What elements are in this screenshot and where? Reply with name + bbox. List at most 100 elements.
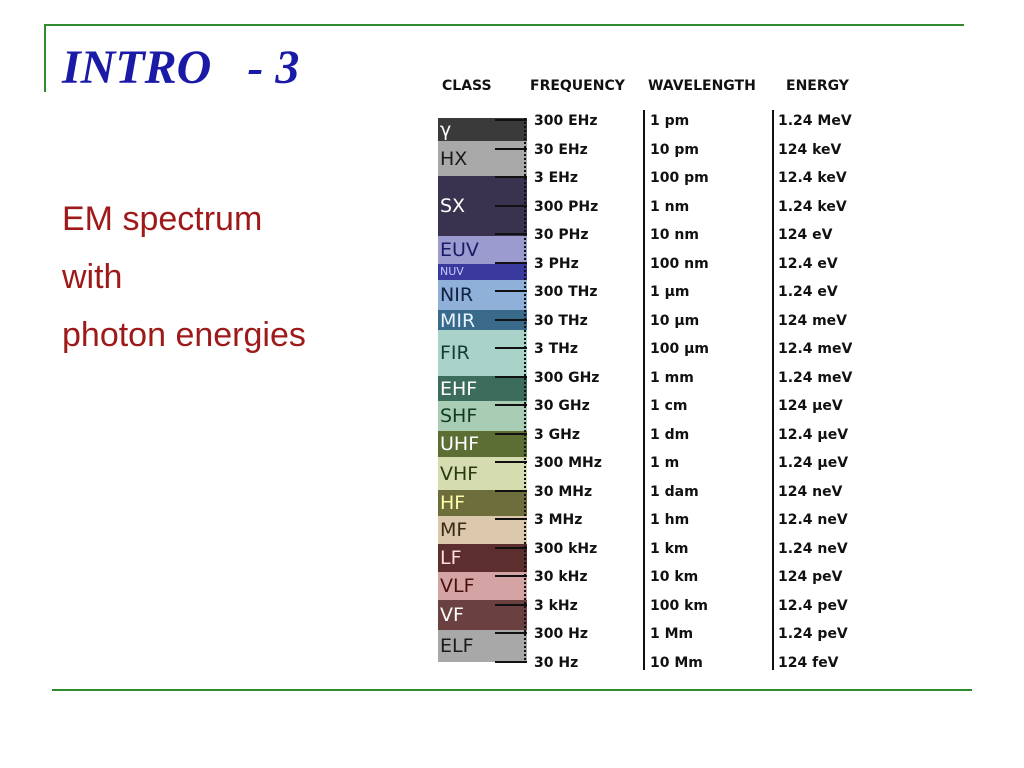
dotted-divider bbox=[524, 654, 526, 656]
column-header-frequency: FREQUENCY bbox=[530, 78, 625, 94]
row-tick bbox=[495, 290, 527, 292]
class-band: EHF bbox=[438, 376, 527, 401]
dotted-divider bbox=[524, 598, 526, 600]
dotted-divider bbox=[524, 166, 526, 168]
energy-cell: 1.24 eV bbox=[778, 284, 838, 300]
dotted-divider bbox=[524, 174, 526, 176]
row-tick bbox=[495, 404, 527, 406]
class-label: γ bbox=[440, 118, 452, 141]
frequency-cell: 30 THz bbox=[534, 312, 588, 329]
wavelength-cell: 1 nm bbox=[650, 198, 690, 215]
wavelength-cell: 1 Mm bbox=[650, 626, 694, 642]
class-band: SHF bbox=[438, 401, 527, 431]
column-header-wavelength: WAVELENGTH bbox=[648, 78, 756, 94]
class-band: NIR bbox=[438, 280, 527, 310]
dotted-divider bbox=[524, 558, 526, 560]
top-divider bbox=[44, 24, 964, 26]
dotted-divider bbox=[524, 542, 526, 544]
class-band: NUV bbox=[438, 264, 527, 280]
dotted-divider bbox=[524, 366, 526, 368]
dotted-divider bbox=[524, 422, 526, 424]
wavelength-cell: 1 cm bbox=[650, 398, 688, 414]
dotted-divider bbox=[524, 338, 526, 340]
dotted-divider bbox=[524, 350, 526, 352]
dotted-divider bbox=[524, 382, 526, 384]
energy-cell: 1.24 keV bbox=[778, 198, 847, 215]
dotted-divider bbox=[524, 606, 526, 608]
dotted-divider bbox=[524, 410, 526, 412]
row-tick bbox=[495, 518, 527, 520]
dotted-divider bbox=[524, 622, 526, 624]
class-label: LF bbox=[440, 547, 462, 569]
energy-cell: 1.24 peV bbox=[778, 626, 848, 642]
class-label: MF bbox=[440, 519, 468, 541]
dotted-divider bbox=[524, 218, 526, 220]
dotted-divider bbox=[524, 590, 526, 592]
frequency-cell: 300 GHz bbox=[534, 369, 600, 386]
dotted-divider bbox=[524, 230, 526, 232]
dotted-divider bbox=[524, 314, 526, 316]
dotted-divider bbox=[524, 494, 526, 496]
dotted-divider bbox=[524, 266, 526, 268]
dotted-divider bbox=[524, 126, 526, 128]
energy-cell: 12.4 eV bbox=[778, 255, 838, 272]
energy-cell: 1.24 μeV bbox=[778, 455, 849, 471]
dotted-divider bbox=[524, 498, 526, 500]
class-label: HF bbox=[440, 492, 466, 514]
dotted-divider bbox=[524, 190, 526, 192]
wavelength-cell: 1 m bbox=[650, 455, 680, 471]
dotted-divider bbox=[524, 362, 526, 364]
wavelength-cell: 10 nm bbox=[650, 227, 699, 243]
class-band: EUV bbox=[438, 236, 527, 264]
dotted-divider bbox=[524, 638, 526, 640]
dotted-divider bbox=[524, 414, 526, 416]
dotted-divider bbox=[524, 406, 526, 408]
wavelength-cell: 10 km bbox=[650, 569, 699, 585]
dotted-divider bbox=[524, 630, 526, 632]
dotted-divider bbox=[524, 478, 526, 480]
dotted-divider bbox=[524, 186, 526, 188]
wavelength-cell: 100 nm bbox=[650, 255, 709, 272]
wavelength-cell: 100 km bbox=[650, 597, 708, 614]
dotted-divider bbox=[524, 238, 526, 240]
dotted-divider bbox=[524, 202, 526, 204]
dotted-divider bbox=[524, 206, 526, 208]
frequency-cell: 30 EHz bbox=[534, 141, 588, 158]
frequency-cell: 30 GHz bbox=[534, 398, 590, 414]
dotted-divider bbox=[524, 618, 526, 620]
bottom-divider bbox=[52, 689, 972, 691]
class-band: HX bbox=[438, 141, 527, 176]
dotted-divider bbox=[524, 442, 526, 444]
frequency-cell: 3 PHz bbox=[534, 255, 579, 272]
em-spectrum-table: CLASS FREQUENCY WAVELENGTH ENERGY γ HX SX E… bbox=[438, 78, 878, 678]
dotted-divider bbox=[524, 398, 526, 400]
class-band: FIR bbox=[438, 330, 527, 376]
class-band: HF bbox=[438, 490, 527, 516]
class-band: LF bbox=[438, 544, 527, 572]
energy-cell: 124 neV bbox=[778, 483, 843, 500]
dotted-divider bbox=[524, 426, 526, 428]
dotted-divider bbox=[524, 538, 526, 540]
row-tick bbox=[495, 261, 527, 264]
dotted-divider bbox=[524, 522, 526, 524]
class-label: SHF bbox=[440, 405, 478, 427]
dotted-divider bbox=[524, 554, 526, 556]
dotted-divider bbox=[524, 646, 526, 648]
wavelength-cell: 10 μm bbox=[650, 312, 700, 329]
dotted-divider bbox=[524, 198, 526, 200]
class-label: VHF bbox=[440, 462, 479, 485]
dotted-divider bbox=[524, 278, 526, 280]
dotted-divider bbox=[524, 454, 526, 456]
dotted-divider bbox=[524, 178, 526, 180]
frequency-cell: 30 kHz bbox=[534, 569, 588, 585]
dotted-divider bbox=[524, 306, 526, 308]
class-band: ELF bbox=[438, 630, 527, 662]
slide-title: INTRO - 3 bbox=[62, 41, 300, 94]
dotted-divider bbox=[524, 602, 526, 604]
class-band: MF bbox=[438, 516, 527, 544]
dotted-divider bbox=[524, 610, 526, 612]
dotted-divider bbox=[524, 250, 526, 252]
frequency-cell: 30 PHz bbox=[534, 227, 589, 243]
energy-cell: 124 μeV bbox=[778, 398, 843, 414]
row-tick bbox=[495, 147, 527, 150]
